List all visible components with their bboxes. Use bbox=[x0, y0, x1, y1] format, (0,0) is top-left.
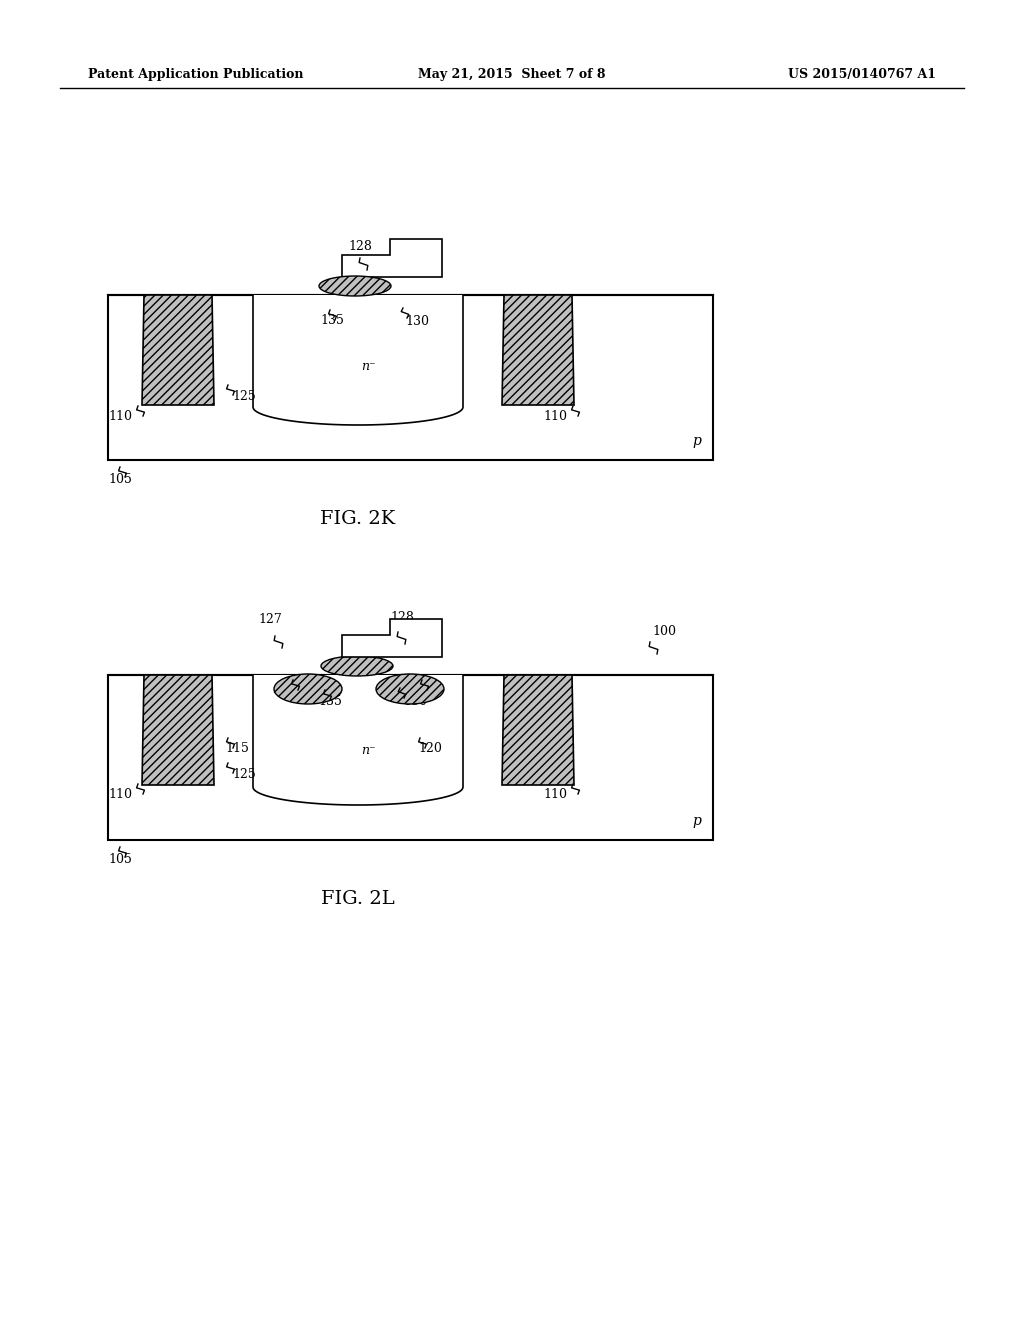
Polygon shape bbox=[253, 294, 463, 425]
Polygon shape bbox=[142, 294, 214, 405]
Text: FIG. 2K: FIG. 2K bbox=[321, 510, 395, 528]
Text: p: p bbox=[692, 434, 701, 447]
Text: 120: 120 bbox=[418, 742, 442, 755]
Text: 105: 105 bbox=[108, 473, 132, 486]
Ellipse shape bbox=[376, 675, 444, 704]
Polygon shape bbox=[108, 294, 713, 459]
Text: 130: 130 bbox=[403, 696, 427, 708]
Ellipse shape bbox=[321, 656, 393, 676]
Text: 135: 135 bbox=[318, 696, 342, 708]
Text: n⁻: n⁻ bbox=[360, 360, 376, 374]
Text: 128: 128 bbox=[390, 611, 414, 624]
Text: FIG. 2L: FIG. 2L bbox=[322, 890, 395, 908]
Text: 128: 128 bbox=[348, 240, 372, 253]
Text: 110: 110 bbox=[543, 411, 567, 422]
Text: 105: 105 bbox=[108, 853, 132, 866]
Polygon shape bbox=[502, 675, 574, 785]
Text: n⁻: n⁻ bbox=[360, 744, 376, 756]
Ellipse shape bbox=[319, 276, 391, 296]
Text: 130: 130 bbox=[406, 315, 429, 327]
Polygon shape bbox=[342, 619, 442, 657]
Ellipse shape bbox=[274, 675, 342, 704]
Text: 125: 125 bbox=[232, 389, 256, 403]
Polygon shape bbox=[502, 294, 574, 405]
Text: n+: n+ bbox=[403, 685, 420, 696]
Polygon shape bbox=[342, 239, 442, 277]
Text: 115: 115 bbox=[225, 742, 249, 755]
Text: 110: 110 bbox=[108, 411, 132, 422]
Polygon shape bbox=[253, 675, 463, 805]
Text: 100: 100 bbox=[652, 624, 676, 638]
Text: 110: 110 bbox=[543, 788, 567, 801]
Text: 125: 125 bbox=[232, 768, 256, 781]
Polygon shape bbox=[108, 675, 713, 840]
Text: Patent Application Publication: Patent Application Publication bbox=[88, 69, 303, 81]
Text: 127: 127 bbox=[258, 612, 282, 626]
Polygon shape bbox=[142, 675, 214, 785]
Text: 110: 110 bbox=[108, 788, 132, 801]
Text: p: p bbox=[692, 814, 701, 828]
Text: May 21, 2015  Sheet 7 of 8: May 21, 2015 Sheet 7 of 8 bbox=[418, 69, 606, 81]
Text: US 2015/0140767 A1: US 2015/0140767 A1 bbox=[788, 69, 936, 81]
Text: n+: n+ bbox=[271, 685, 288, 696]
Text: 135: 135 bbox=[319, 314, 344, 327]
